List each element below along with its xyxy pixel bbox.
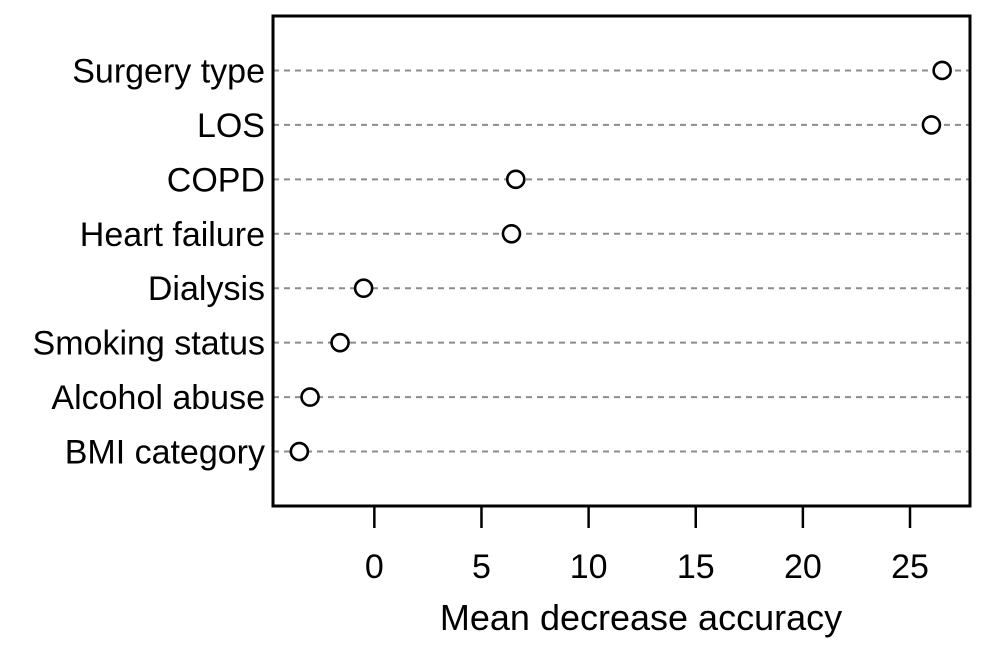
data-point (505, 169, 526, 190)
y-axis-label: Alcohol abuse (51, 379, 265, 417)
data-point (289, 441, 310, 462)
data-point (501, 223, 522, 244)
y-axis-label: BMI category (65, 434, 265, 472)
y-axis-label: LOS (197, 107, 265, 145)
data-point (932, 60, 952, 81)
grid-lines (273, 69, 970, 453)
y-axis-labels: Surgery type LOS COPD Heart failure Dialysis… (33, 52, 265, 471)
x-tick-label: 0 (365, 548, 384, 586)
y-axis-label: Dialysis (148, 270, 265, 308)
x-axis-ticks: 0 5 10 15 20 25 (365, 506, 929, 586)
x-tick-label: 5 (472, 548, 491, 586)
data-point (353, 278, 374, 299)
y-axis-label: Heart failure (80, 216, 265, 254)
data-point (330, 332, 350, 353)
y-axis-label: COPD (167, 161, 265, 199)
plot-border (271, 14, 972, 508)
x-tick-label: 20 (784, 548, 822, 586)
x-tick-label: 25 (891, 548, 929, 586)
data-point (921, 115, 942, 135)
data-point (300, 387, 320, 407)
data-points (289, 60, 952, 462)
y-axis-label: Smoking status (33, 325, 265, 363)
x-axis-title: Mean decrease accuracy (440, 597, 842, 638)
y-axis-label: Surgery type (72, 52, 265, 90)
x-tick-label: 15 (677, 548, 715, 586)
x-tick-label: 10 (570, 548, 608, 586)
